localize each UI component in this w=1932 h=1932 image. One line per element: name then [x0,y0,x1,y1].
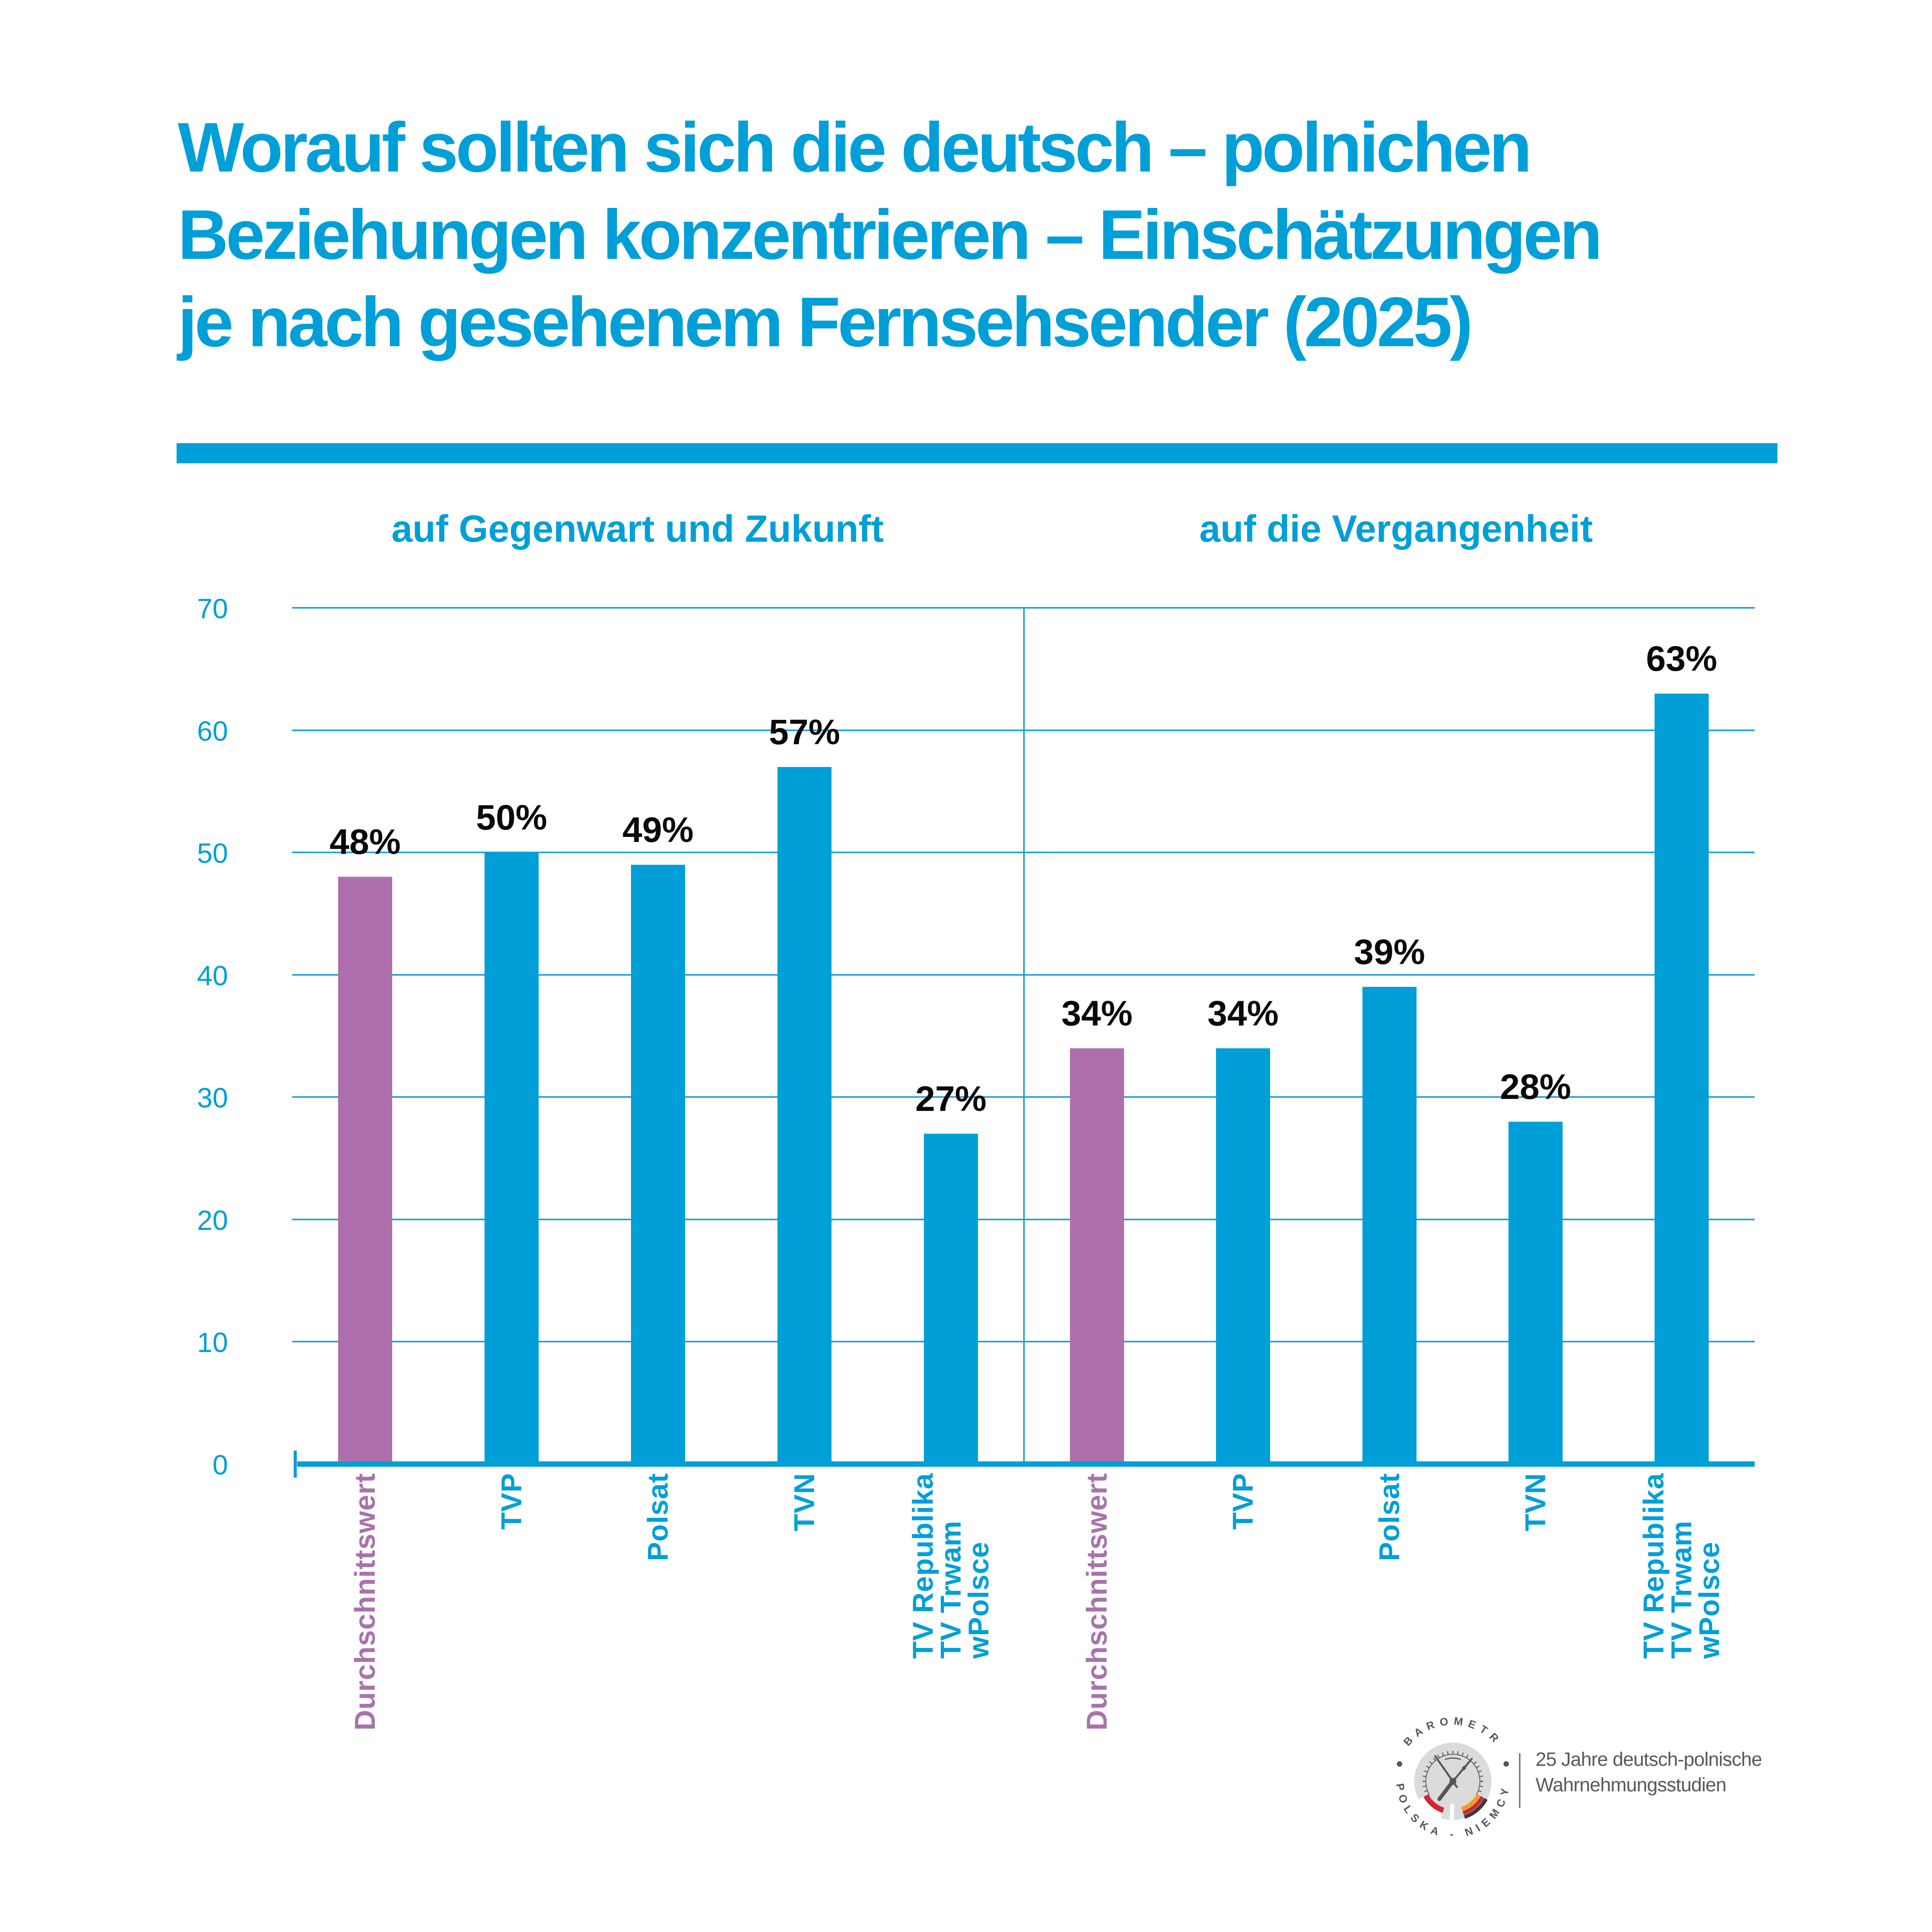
bar-auf Gegenwart und Zukunft-Polsat [631,865,685,1461]
value-label-auf die Vergangenheit-TVP: 34% [1207,994,1279,1033]
y-axis-label-50: 50 [197,838,228,869]
value-label-auf Gegenwart und Zukunft-Polsat: 49% [622,810,694,850]
value-label-auf die Vergangenheit-Durchschnittswert: 34% [1061,994,1133,1033]
value-label-auf die Vergangenheit-TVN: 28% [1500,1067,1571,1107]
value-label-auf Gegenwart und Zukunft-TVP: 50% [476,798,548,837]
gauge-tick [1437,1754,1440,1759]
value-label-auf die Vergangenheit-TV Republika: 63% [1646,639,1718,679]
poland-flag-red [1423,1794,1444,1813]
gauge-tick [1476,1765,1480,1769]
y-axis-label-60: 60 [197,716,228,747]
poland-flag-white [1418,1797,1443,1818]
x-axis-line [297,1461,1755,1467]
gauge-inner-arc [1444,1757,1461,1760]
gauge-tick [1479,1776,1483,1777]
bar-auf die Vergangenheit-TVP [1216,1048,1270,1461]
gauge-tick [1478,1770,1482,1773]
title-rule [177,443,1777,463]
gauge-tick [1433,1757,1436,1761]
bar-auf die Vergangenheit-Durchschnittswert [1070,1048,1124,1461]
y-axis-label-30: 30 [197,1083,228,1114]
bar-auf Gegenwart und Zukunft-TVP [485,852,539,1461]
y-axis-label-40: 40 [197,961,228,992]
gauge-tick [1429,1761,1433,1764]
footer-divider [1519,1753,1520,1808]
title-line-1: Worauf sollten sich die deutsch – polnic… [178,108,1532,187]
gauge-tick [1473,1761,1477,1764]
bar-auf Gegenwart und Zukunft-TV Republika [924,1134,978,1461]
footer-caption-line-2: Wahrnehmungsstudien [1536,1774,1726,1796]
bar-auf die Vergangenheit-TVN [1509,1122,1563,1461]
title-line-3: je nach gesehenem Fernsehsender (2025) [178,282,1473,361]
germany-flag-gold [1461,1794,1480,1811]
gauge-tick [1424,1770,1428,1773]
panel-label-left: auf Gegenwart und Zukunft [391,507,884,550]
x-axis-label-TV Republika: TV Republika TV Trwam wPolsce [907,1473,995,1659]
panel-label-right: auf die Vergangenheit [1199,507,1593,550]
y-axis-zero-tick [294,1451,297,1478]
bar-auf Gegenwart und Zukunft-TVN [777,767,832,1461]
gauge-tick [1442,1752,1444,1756]
flag-gap [1449,1803,1455,1825]
x-axis-label-TVN: TVN [788,1473,820,1531]
x-axis-label-Durchschnittswert: Durchschnittswert [1081,1473,1113,1731]
gauge-pivot [1449,1778,1456,1785]
bar-auf Gegenwart und Zukunft-Durchschnittswert [338,877,392,1461]
value-label-auf Gegenwart und Zukunft-TVN: 57% [769,713,840,752]
y-axis-label-70: 70 [197,594,228,624]
x-axis-label-Durchschnittswert: Durchschnittswert [349,1473,381,1731]
gauge-tick [1478,1790,1482,1793]
gauge-needle-bulge [1460,1764,1468,1772]
footer-caption: 25 Jahre deutsch-polnische Wahrnehmungss… [1536,1747,1762,1798]
germany-flag-red [1462,1796,1484,1815]
value-label-auf Gegenwart und Zukunft-Durchschnittswert: 48% [329,822,401,862]
footer-caption-line-1: 25 Jahre deutsch-polnische [1536,1748,1762,1770]
gauge-tick [1461,1752,1464,1756]
gauge-tick [1422,1785,1427,1787]
page-title: Worauf sollten sich die deutsch – polnic… [178,104,1801,366]
x-axis-label-Polsat: Polsat [642,1473,674,1561]
germany-flag-black [1464,1798,1488,1819]
bar-auf die Vergangenheit-Polsat [1362,987,1417,1461]
x-axis-label-TVP: TVP [495,1473,527,1530]
gauge-tick [1422,1776,1427,1777]
x-axis-label-TVN: TVN [1519,1473,1551,1531]
panel-divider [1023,608,1025,1464]
x-axis-label-TVP: TVP [1227,1473,1259,1530]
y-axis-label-20: 20 [197,1205,228,1236]
gauge-needle-down [1437,1779,1455,1801]
x-axis-label-TV Republika: TV Republika TV Trwam wPolsce [1638,1473,1725,1659]
y-axis-label-0: 0 [212,1450,228,1481]
logo-bullet-left [1397,1761,1402,1767]
barometr-logo: BAROMETR POLSKA - NIEMCY [1394,1715,1509,1840]
gauge-tick [1466,1754,1469,1759]
title-line-2: Beziehungen konzentrieren – Einschätzung… [178,195,1602,274]
value-label-auf die Vergangenheit-Polsat: 39% [1354,932,1425,972]
x-axis-label-Polsat: Polsat [1373,1473,1405,1561]
gauge-tick [1447,1751,1449,1755]
value-label-auf Gegenwart und Zukunft-TV Republika: 27% [915,1079,987,1119]
bar-auf die Vergangenheit-TV Republika [1655,694,1709,1461]
gauge-tick [1426,1765,1430,1769]
y-axis-label-10: 10 [197,1327,228,1358]
logo-bullet-right [1503,1761,1509,1767]
gauge-tick [1479,1785,1483,1787]
gauge-tick [1424,1790,1428,1793]
gauge-dial-arc [1425,1754,1480,1795]
